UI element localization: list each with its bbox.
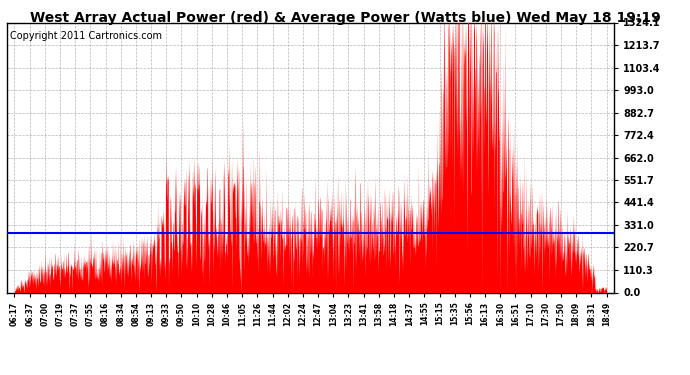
Text: Copyright 2011 Cartronics.com: Copyright 2011 Cartronics.com [10,31,162,40]
Text: West Array Actual Power (red) & Average Power (Watts blue) Wed May 18 19:19: West Array Actual Power (red) & Average … [30,11,660,25]
